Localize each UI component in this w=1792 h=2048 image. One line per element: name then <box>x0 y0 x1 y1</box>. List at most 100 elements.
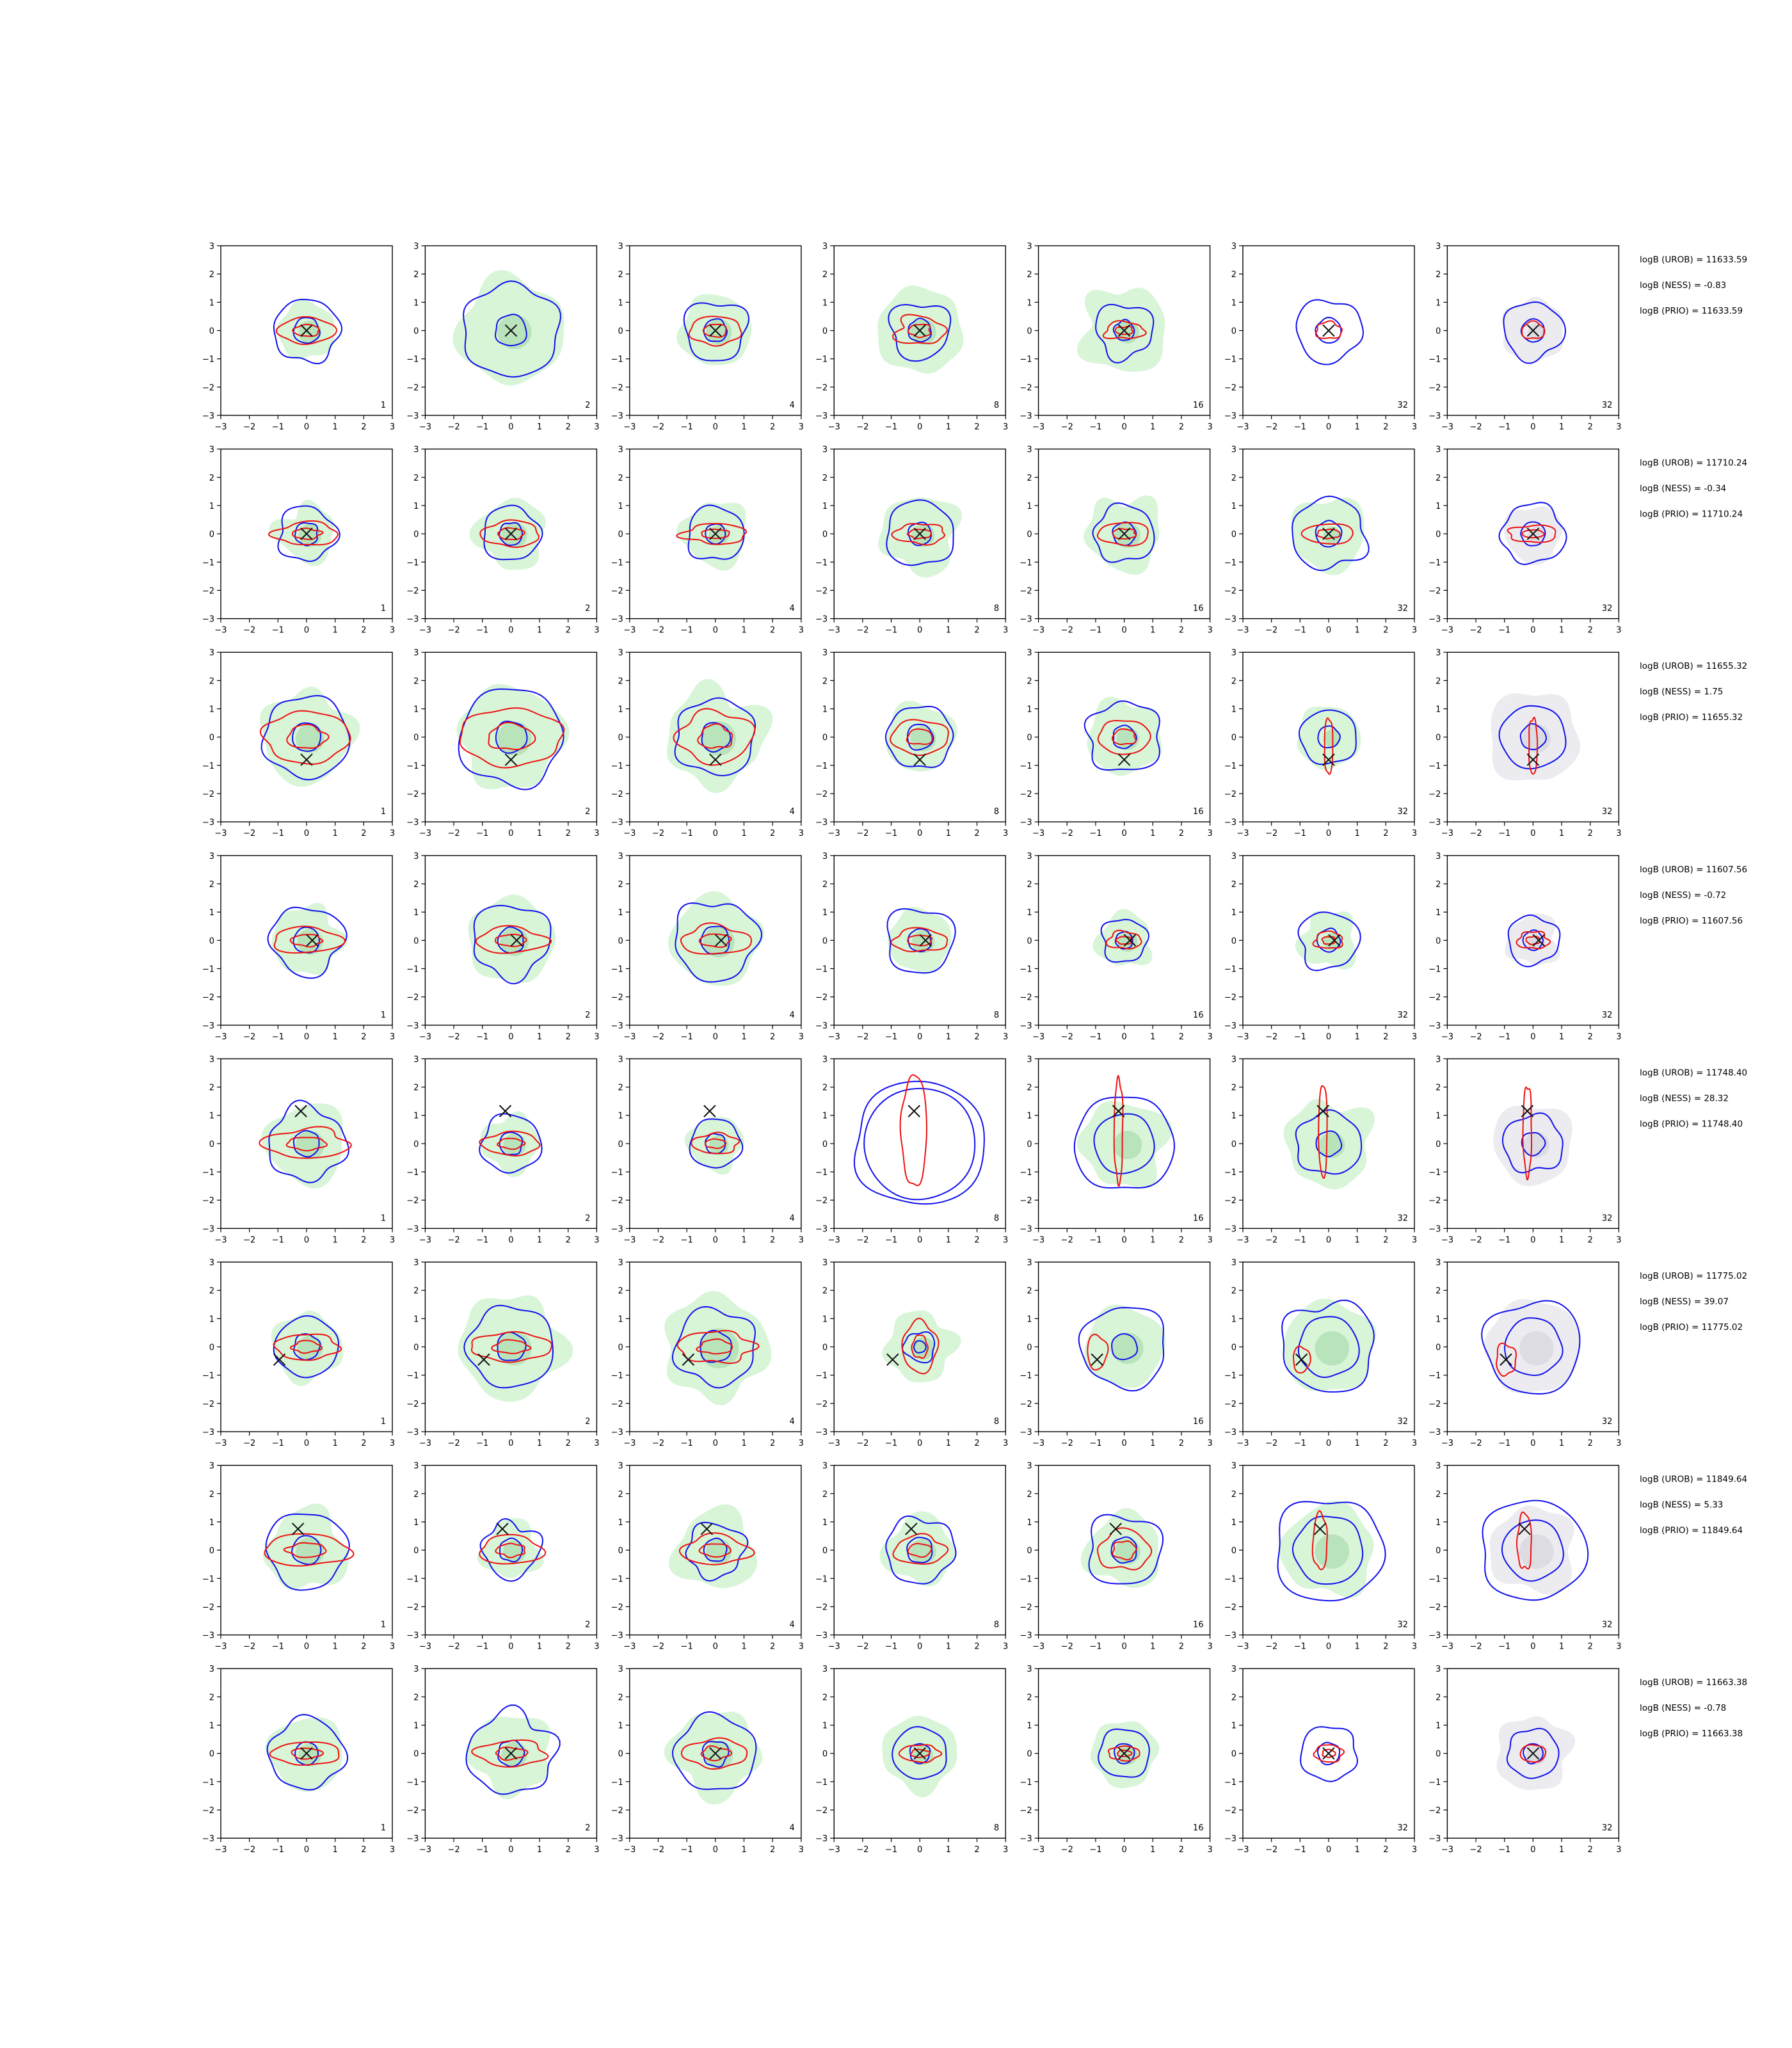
panel-number-label: 1 <box>381 401 386 410</box>
y-tick-label: 0 <box>822 327 828 337</box>
density-core <box>1323 730 1341 748</box>
logB-annotation: logB (UROB) = 11775.02 <box>1640 1271 1747 1281</box>
blue-inner-contour <box>291 1535 322 1565</box>
y-tick-label: −1 <box>815 762 828 771</box>
x-tick-label: 3 <box>594 829 599 838</box>
red-contour <box>892 1533 949 1565</box>
blue-outer-contour <box>268 1100 349 1183</box>
logB-annotation: logB (UROB) = 11748.40 <box>1640 1068 1747 1078</box>
red-inner-contour <box>697 723 733 749</box>
x-tick-label: 2 <box>1179 626 1184 636</box>
red-inner-contour <box>283 1542 327 1558</box>
x-tick-label: 3 <box>1003 1439 1008 1448</box>
y-tick-label: −2 <box>815 1603 828 1612</box>
y-tick-label: −1 <box>1020 1574 1032 1584</box>
x-tick-label: 2 <box>1383 1235 1388 1245</box>
red-inner-contour <box>495 1542 525 1558</box>
x-tick-label: −3 <box>1032 1235 1044 1245</box>
x-tick-label: −2 <box>1061 626 1073 636</box>
x-tick-label: 2 <box>1588 626 1593 636</box>
x-tick-label: 1 <box>741 1439 746 1448</box>
y-tick-label: 2 <box>822 474 828 483</box>
y-tick-label: −2 <box>202 993 214 1003</box>
blue-inner-contour <box>1317 725 1341 749</box>
panel-r1-c3: −3 −2 −1 0 1 2 3 3 2 1 0 −1 −2 −3 4 <box>611 242 804 432</box>
x-tick-label: −1 <box>681 1845 693 1855</box>
blue-outer-contour <box>1482 1500 1589 1601</box>
x-tick-label: −1 <box>476 1642 488 1652</box>
x-tick-label: 3 <box>1616 422 1621 432</box>
x-tick-label: −3 <box>419 1235 431 1245</box>
y-tick-label: 1 <box>822 298 828 308</box>
panel-number-label: 16 <box>1193 401 1204 410</box>
y-tick-label: 0 <box>618 1343 623 1353</box>
true-value-marker <box>1313 1523 1327 1535</box>
logB-annotation: logB (UROB) = 11655.32 <box>1640 661 1747 671</box>
x-tick-label: 3 <box>594 422 599 432</box>
blue-inner-contour <box>495 314 527 347</box>
plot-area <box>1084 696 1162 776</box>
y-tick-label: −1 <box>406 762 419 771</box>
blue-outer-contour <box>675 902 762 983</box>
y-tick-label: 2 <box>209 1693 214 1702</box>
x-tick-label: −1 <box>1294 626 1306 636</box>
x-tick-label: 3 <box>1412 626 1417 636</box>
y-tick-label: 2 <box>618 1490 623 1500</box>
y-tick-label: 2 <box>1231 1286 1236 1296</box>
x-tick-label: −2 <box>447 1439 460 1448</box>
logB-annotation: logB (PRIO) = 11710.24 <box>1640 509 1743 520</box>
x-tick-label: −3 <box>1236 1439 1249 1448</box>
panel-number-label: 16 <box>1193 1011 1204 1020</box>
true-value-marker <box>1316 1105 1329 1117</box>
y-tick-label: 1 <box>618 705 623 715</box>
y-tick-label: 0 <box>1436 1546 1441 1556</box>
y-tick-label: 2 <box>413 1084 419 1093</box>
x-tick-label: −3 <box>623 1439 636 1448</box>
true-value-marker <box>306 934 319 947</box>
x-tick-label: −2 <box>652 1642 664 1652</box>
y-tick-label: 1 <box>209 705 214 715</box>
x-tick-label: 1 <box>946 1235 951 1245</box>
red-contour <box>459 707 565 769</box>
x-tick-label: −2 <box>447 1845 460 1855</box>
y-tick-label: 0 <box>822 1140 828 1149</box>
x-tick-label: −3 <box>1032 829 1044 838</box>
true-value-marker <box>1117 753 1131 766</box>
panel-r2-c4: −3 −2 −1 0 1 2 3 3 2 1 0 −1 −2 −3 8 <box>815 445 1008 636</box>
x-tick-label: 0 <box>508 1032 513 1042</box>
y-tick-label: 3 <box>1436 445 1441 455</box>
plot-area <box>1084 495 1160 575</box>
x-tick-label: −2 <box>856 1642 868 1652</box>
blue-outer-contour <box>1078 1307 1165 1392</box>
y-tick-label: 1 <box>1231 298 1236 308</box>
x-tick-label: 2 <box>770 626 775 636</box>
x-tick-label: 2 <box>361 626 366 636</box>
y-tick-label: 1 <box>822 1315 828 1324</box>
panel-r7-c2: −3 −2 −1 0 1 2 3 3 2 1 0 −1 −2 −3 2 <box>406 1462 599 1652</box>
blue-inner-contour <box>1315 1130 1343 1158</box>
panel-number-label: 16 <box>1193 1213 1204 1223</box>
blue-outer-contour <box>483 504 543 561</box>
x-tick-label: −3 <box>1236 1235 1249 1245</box>
y-tick-label: 0 <box>822 1546 828 1556</box>
x-tick-label: −2 <box>1265 422 1277 432</box>
x-tick-label: −2 <box>1469 1845 1482 1855</box>
y-tick-label: −2 <box>1224 993 1236 1003</box>
x-tick-label: −2 <box>1469 1235 1482 1245</box>
y-tick-label: 1 <box>413 1518 419 1528</box>
x-tick-label: 3 <box>594 1235 599 1245</box>
panel-r3-c1: −3 −2 −1 0 1 2 3 3 2 1 0 −1 −2 −3 1 <box>202 648 395 838</box>
x-tick-label: 1 <box>537 626 542 636</box>
x-tick-label: 2 <box>1179 829 1184 838</box>
y-tick-label: −3 <box>1020 1021 1032 1031</box>
y-tick-label: −2 <box>611 1196 623 1206</box>
y-tick-label: 3 <box>822 1462 828 1471</box>
true-value-marker <box>1526 1747 1540 1760</box>
plot-area <box>452 269 564 386</box>
x-tick-label: 2 <box>974 1642 979 1652</box>
blue-outer-contour <box>1295 299 1364 365</box>
y-tick-label: 2 <box>209 676 214 686</box>
blue-inner-contour <box>497 1331 527 1361</box>
x-tick-label: −2 <box>1061 829 1073 838</box>
y-tick-label: −3 <box>202 615 214 625</box>
